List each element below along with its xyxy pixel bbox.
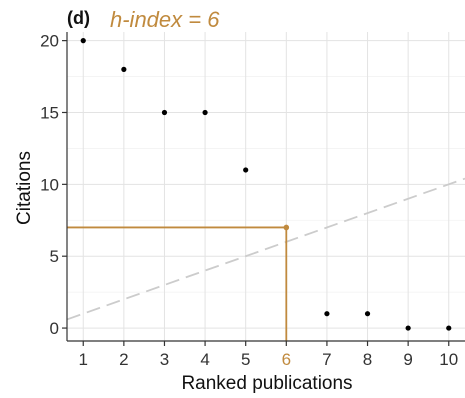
data-point xyxy=(243,167,249,173)
y-tick-label: 5 xyxy=(50,247,59,266)
y-tick-label: 15 xyxy=(40,103,59,122)
x-tick-label: 2 xyxy=(119,350,128,369)
reference-diagonal xyxy=(66,177,465,321)
x-tick-label: 6 xyxy=(282,350,291,369)
x-tick-label: 3 xyxy=(160,350,169,369)
x-tick-label: 5 xyxy=(241,350,250,369)
data-point xyxy=(446,325,452,331)
data-point xyxy=(405,325,411,331)
y-tick-label: 10 xyxy=(40,175,59,194)
tick-labels: 0 5 10 15 20 1 2 3 4 5 6 7 8 9 10 xyxy=(40,32,458,369)
axes xyxy=(62,32,465,346)
data-point xyxy=(161,109,168,116)
h-index-point xyxy=(283,224,290,231)
reference-line-layer xyxy=(66,177,465,321)
data-point xyxy=(121,66,127,72)
data-point xyxy=(364,311,371,317)
x-tick-label: 1 xyxy=(79,350,88,369)
grid xyxy=(67,32,465,341)
h-index-guides xyxy=(67,224,290,341)
x-tick-label: 4 xyxy=(200,350,209,369)
panel-label: (d) xyxy=(67,8,90,28)
data-point xyxy=(202,109,208,116)
x-tick-label: 9 xyxy=(403,350,412,369)
x-tick-label: 10 xyxy=(439,350,458,369)
y-tick-label: 20 xyxy=(40,32,59,51)
h-index-annotation: h-index = 6 xyxy=(110,7,220,32)
x-tick-label: 8 xyxy=(363,350,372,369)
y-axis-title: Citations xyxy=(14,151,35,225)
data-point xyxy=(80,38,86,44)
x-axis-title: Ranked publications xyxy=(181,373,352,394)
y-tick-label: 0 xyxy=(50,319,59,338)
data-points xyxy=(80,38,452,331)
data-point xyxy=(324,311,330,317)
x-tick-label: 7 xyxy=(322,350,331,369)
